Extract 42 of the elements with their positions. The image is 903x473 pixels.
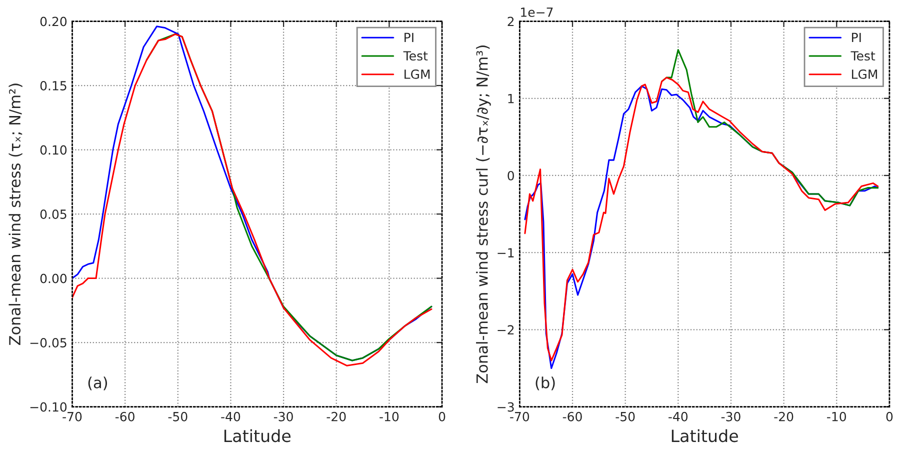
legend-label: PI <box>404 32 414 42</box>
y-tick-label: 2 <box>508 16 514 26</box>
legend-label: LGM <box>404 69 430 79</box>
x-axis-title: Latitude <box>672 429 738 442</box>
legend-label: Test <box>403 51 428 61</box>
x-tick-label: 0 <box>886 412 893 422</box>
legend-label: Test <box>850 51 876 61</box>
y-tick-label: 0.10 <box>40 145 67 155</box>
x-tick-label: -50 <box>168 412 188 422</box>
x-tick-label: -10 <box>380 412 399 422</box>
y-tick-label: −0.05 <box>30 338 66 348</box>
x-tick-label: -60 <box>562 412 582 422</box>
y-tick-label: 0.20 <box>40 16 67 26</box>
x-tick-label: -50 <box>616 412 635 422</box>
x-tick-label: -10 <box>827 412 846 422</box>
y-tick-label: −3 <box>498 402 514 412</box>
legend-label: LGM <box>852 69 877 79</box>
annotation: (a) <box>88 376 107 390</box>
y-tick-label: 0 <box>508 170 514 180</box>
y-axis-title: Zonal-mean wind stress (τₓ; N/m²) <box>8 84 22 346</box>
y-axis-title: Zonal-mean wind stress curl (−∂τₓ/∂y; N/m³) <box>476 46 491 384</box>
x-tick-label: -20 <box>774 412 794 422</box>
x-tick-label: 0 <box>438 412 446 422</box>
y-tick-label: −1 <box>498 248 514 258</box>
annotation: (b) <box>536 376 555 390</box>
y-tick-label: 0.05 <box>40 210 66 219</box>
x-tick-label: -30 <box>721 412 740 422</box>
x-tick-label: -70 <box>62 412 82 422</box>
y-tick-label: 0.15 <box>40 81 66 90</box>
x-tick-label: -20 <box>326 412 346 422</box>
y-tick-label: −2 <box>498 325 514 334</box>
x-axis-title: Latitude <box>224 429 291 442</box>
x-tick-label: -60 <box>115 412 134 422</box>
x-tick-label: -70 <box>510 412 530 422</box>
y-tick-label: −0.10 <box>30 402 67 412</box>
x-tick-label: -40 <box>221 412 240 422</box>
y-tick-label: 0.00 <box>40 274 67 284</box>
text: 1e−7 <box>521 8 553 17</box>
y-tick-label: 1 <box>508 94 514 104</box>
legend-label: PI <box>852 32 861 42</box>
x-tick-label: -30 <box>274 412 293 422</box>
x-tick-label: -40 <box>668 412 688 422</box>
